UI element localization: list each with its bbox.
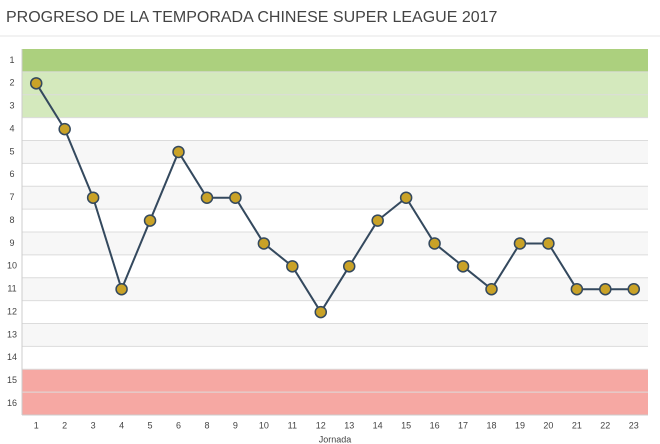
x-tick-label: 4	[119, 420, 124, 430]
x-tick-label: 13	[344, 420, 354, 430]
row-band	[22, 346, 648, 370]
x-tick-label: 3	[91, 420, 96, 430]
x-tick-label: 8	[204, 420, 209, 430]
y-tick-label: 16	[7, 398, 17, 408]
row-band	[22, 140, 648, 164]
point-badge	[143, 214, 157, 227]
y-tick-label: 12	[7, 306, 17, 316]
point-badge	[342, 260, 356, 273]
y-tick-label: 10	[7, 261, 17, 271]
point-badge	[29, 77, 43, 90]
point-badge	[542, 237, 555, 250]
point-badge	[314, 305, 328, 319]
row-band	[22, 163, 648, 187]
point-badge	[172, 145, 185, 159]
x-tick-label: 5	[148, 420, 153, 430]
row-band	[22, 254, 648, 278]
y-tick-label: 13	[7, 329, 17, 339]
row-band	[22, 300, 648, 324]
x-tick-label: 10	[259, 420, 269, 430]
x-tick-label: 15	[401, 420, 411, 430]
x-tick-label: 20	[543, 420, 553, 430]
y-tick-label: 3	[9, 101, 14, 111]
x-tick-label: 16	[430, 420, 440, 430]
point-badge	[513, 237, 527, 250]
row-band	[22, 232, 648, 255]
point-badge	[570, 282, 584, 296]
point-badge	[399, 191, 413, 204]
row-band	[22, 323, 648, 347]
row-band	[22, 186, 648, 210]
point-badge	[115, 282, 128, 296]
x-tick-label: 23	[629, 420, 639, 430]
point-badge	[286, 260, 299, 273]
y-tick-label: 2	[9, 78, 14, 88]
y-tick-label: 4	[9, 123, 14, 133]
y-tick-label: 7	[9, 192, 14, 202]
point-badge	[485, 282, 498, 296]
point-badge	[257, 237, 271, 250]
y-tick-label: 1	[9, 55, 14, 65]
x-tick-label: 21	[572, 420, 582, 430]
zone-band	[22, 49, 648, 72]
point-badge	[456, 260, 470, 273]
y-tick-label: 14	[7, 352, 17, 362]
row-band	[22, 117, 648, 141]
x-tick-label: 6	[176, 420, 181, 430]
point-badge	[200, 191, 214, 204]
series-line	[35, 82, 634, 314]
point-badge	[86, 191, 100, 204]
y-tick-label: 9	[9, 238, 14, 248]
y-tick-label: 11	[7, 284, 16, 294]
y-tick-label: 6	[9, 169, 14, 179]
x-tick-label: 1	[34, 420, 39, 430]
x-tick-label: 22	[600, 420, 610, 430]
chart-title: PROGRESO DE LA TEMPORADA CHINESE SUPER L…	[6, 9, 498, 26]
x-tick-label: 11	[288, 420, 297, 430]
x-tick-label: 12	[316, 420, 326, 430]
x-axis-label: Jornada	[319, 434, 352, 444]
x-tick-label: 2	[62, 420, 67, 430]
x-tick-label: 17	[458, 420, 468, 430]
y-tick-label: 15	[7, 375, 17, 385]
y-tick-label: 8	[9, 215, 14, 225]
point-badge	[428, 237, 441, 250]
point-badge	[58, 122, 71, 136]
x-tick-label: 19	[515, 420, 525, 430]
point-badge	[599, 282, 612, 296]
row-band	[22, 209, 648, 232]
point-badge	[229, 191, 242, 204]
point-badge	[371, 214, 384, 227]
x-tick-label: 18	[486, 420, 496, 430]
point-badge	[627, 282, 641, 296]
x-tick-label: 14	[373, 420, 383, 430]
y-tick-label: 5	[9, 146, 14, 156]
x-tick-label: 9	[233, 420, 238, 430]
